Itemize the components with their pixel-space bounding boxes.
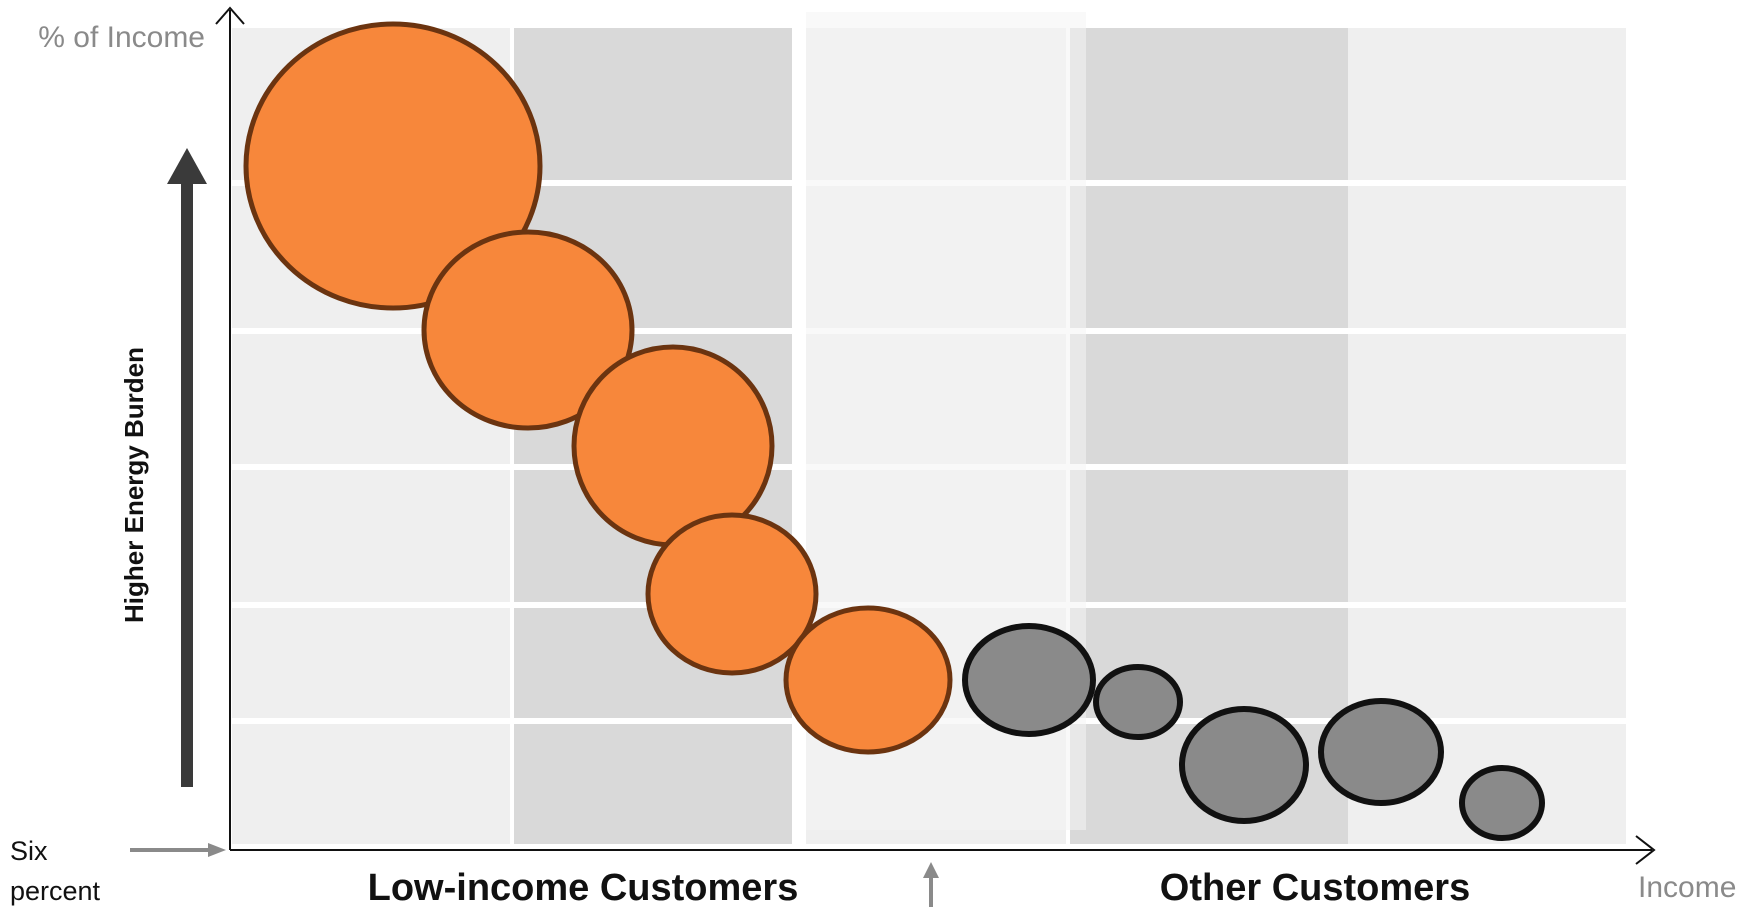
burden-arrow-head <box>167 148 207 184</box>
y-axis-arrowhead <box>215 6 245 25</box>
grid-cell <box>1348 28 1626 180</box>
bubble-layer <box>243 21 1545 841</box>
grid-cell <box>1348 334 1626 464</box>
y-axis-label: % of Income <box>38 21 205 54</box>
higher-burden-arrow <box>167 148 207 787</box>
burden-arrow-shaft <box>181 182 193 787</box>
other-customer-bubble-2 <box>1093 664 1183 740</box>
baseline-label-line2: percent <box>10 876 101 906</box>
x-axis-label: Income <box>1638 871 1736 904</box>
grid-cell <box>1348 470 1626 602</box>
grid-cell <box>232 470 510 602</box>
other-customers-label: Other Customers <box>1160 867 1470 907</box>
other-customer-bubble-4 <box>1318 698 1444 806</box>
grid-cell <box>1070 470 1348 602</box>
other-customer-bubble-1 <box>962 623 1096 737</box>
income-cutoff-arrow <box>923 862 939 907</box>
grid-cell <box>514 28 792 180</box>
low-income-bubble-2 <box>421 229 635 431</box>
other-customer-bubble-5 <box>1459 765 1545 841</box>
baseline-label-line1: Six <box>10 836 48 866</box>
other-customer-bubble-3 <box>1179 706 1309 824</box>
grid-cell <box>514 724 792 844</box>
low-income-label: Low-income Customers <box>368 867 799 907</box>
grid-cell <box>1070 334 1348 464</box>
grid-cell <box>232 608 510 718</box>
grid-cell <box>232 724 510 844</box>
grid-cell <box>1070 28 1348 180</box>
baseline-pointer-arrow <box>130 843 226 857</box>
grid-cell <box>1348 186 1626 328</box>
x-axis-arrowhead <box>1635 835 1656 865</box>
low-income-bubble-5 <box>783 605 953 755</box>
axes <box>215 6 1656 865</box>
grid-cell <box>1070 186 1348 328</box>
burden-label: Higher Energy Burden <box>119 347 149 623</box>
low-income-bubble-1 <box>243 21 543 311</box>
low-income-bubble-4 <box>645 512 819 676</box>
